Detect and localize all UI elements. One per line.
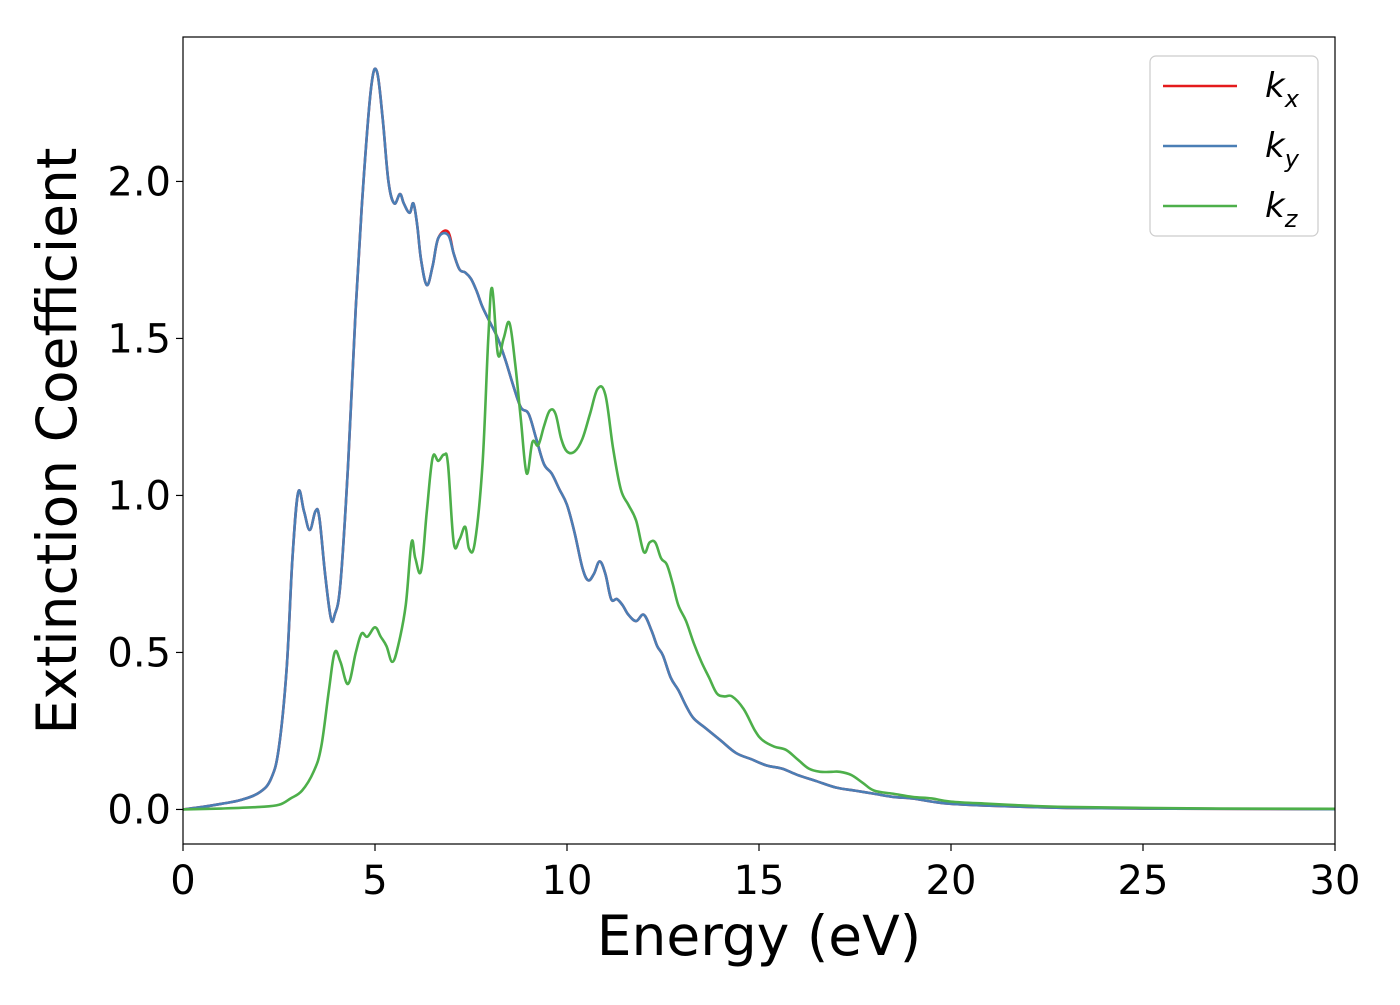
x-tick-label: 5 — [362, 858, 387, 904]
x-axis: 0 5 10 15 20 25 30 — [170, 844, 1360, 904]
series-line-ky — [182, 67, 1336, 811]
legend-label-kx: kx — [1265, 66, 1300, 113]
x-tick-label: 30 — [1310, 858, 1361, 904]
legend-subscript: x — [1284, 85, 1300, 113]
y-tick-label: 1.0 — [107, 473, 171, 519]
series-layer — [182, 67, 1336, 811]
y-axis-label: Extinction Coefficient — [25, 148, 89, 735]
x-tick-label: 10 — [542, 858, 593, 904]
x-tick-label: 0 — [170, 858, 195, 904]
legend-subscript: z — [1284, 205, 1299, 233]
x-tick-label: 25 — [1118, 858, 1169, 904]
legend-subscript: y — [1284, 145, 1300, 173]
y-tick-label: 0.0 — [107, 787, 171, 833]
y-tick-label: 1.5 — [107, 316, 171, 362]
x-tick-label: 20 — [926, 858, 977, 904]
y-axis: 0.0 0.5 1.0 1.5 2.0 — [107, 159, 183, 833]
x-axis-label: Energy (eV) — [597, 904, 921, 968]
x-tick-label: 15 — [734, 858, 785, 904]
y-tick-label: 0.5 — [107, 630, 171, 676]
y-tick-label: 2.0 — [107, 159, 171, 205]
legend-label-ky: ky — [1265, 126, 1300, 173]
series-line-kz — [182, 286, 1336, 811]
